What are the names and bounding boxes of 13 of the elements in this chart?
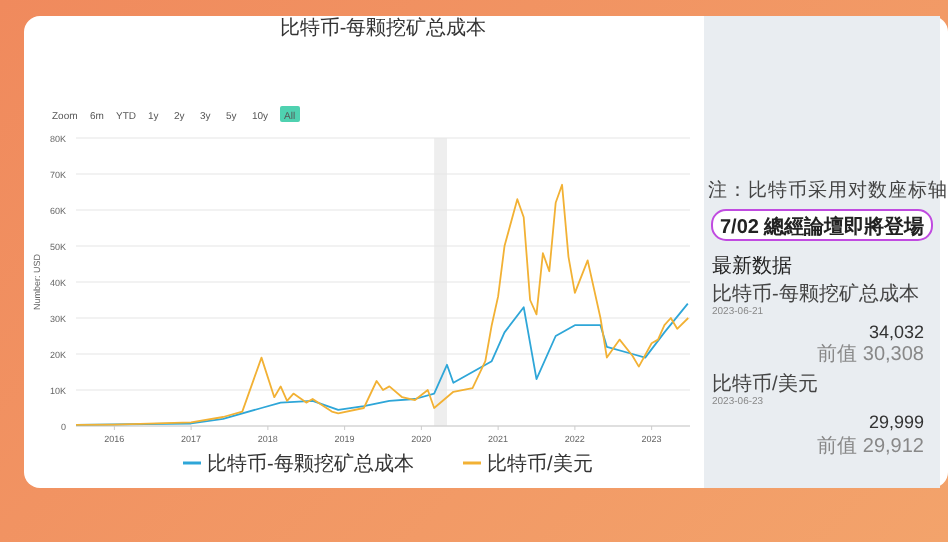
- legend-label: 比特币/美元: [487, 452, 593, 476]
- chart-title: 比特币-每颗挖矿总成本: [279, 16, 487, 40]
- text: 注：比特币采用对数座标轴: [708, 178, 948, 202]
- line-series: [75, 183, 690, 426]
- legend-label: 比特币-每颗挖矿总成本: [207, 452, 414, 476]
- text: 比特币/美元: [712, 372, 818, 396]
- text: 34,032: [868, 322, 924, 342]
- text: 29,999: [868, 412, 924, 432]
- text: 7/02 總經論壇即將登場: [720, 215, 925, 239]
- text: 比特币-每颗挖矿总成本: [712, 282, 919, 306]
- text: 最新数据: [712, 254, 792, 278]
- text: 前值 29,912: [817, 434, 925, 458]
- text: 前值 30,308: [817, 342, 925, 366]
